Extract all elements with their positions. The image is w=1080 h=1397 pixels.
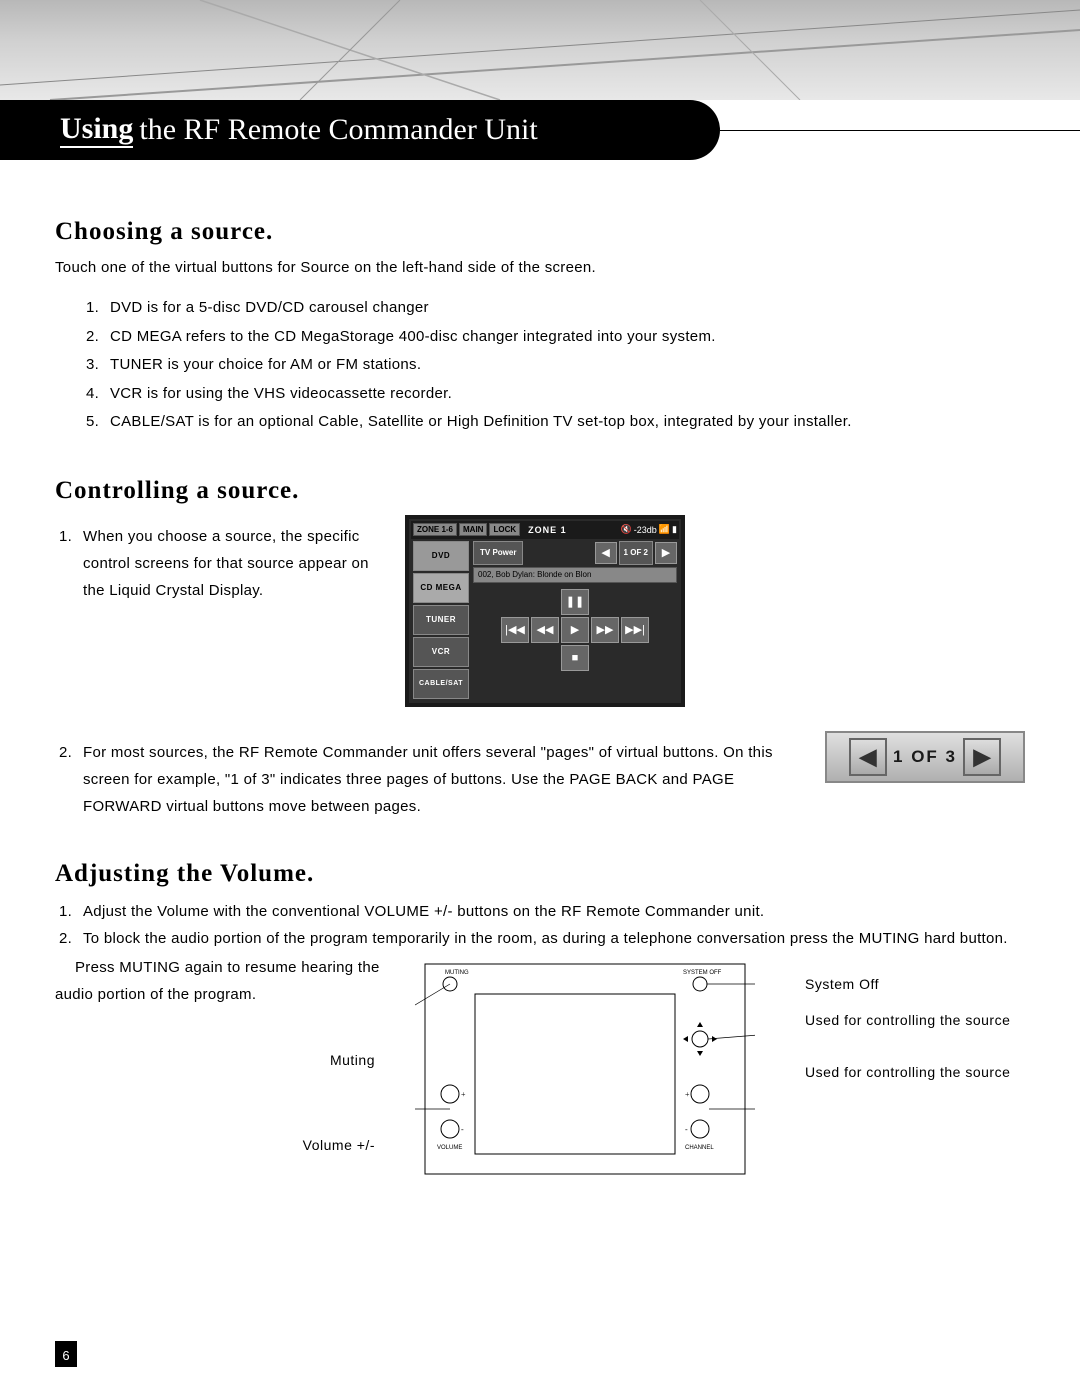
rewind-icon[interactable]: ◀◀ <box>531 617 559 643</box>
small-label-systemoff: SYSTEM OFF <box>683 970 722 976</box>
skip-back-icon[interactable]: |◀◀ <box>501 617 529 643</box>
page-forward-icon[interactable]: ▶ <box>655 542 677 564</box>
title-bold: Using <box>60 112 133 148</box>
section1-heading: Choosing a source. <box>55 218 1025 246</box>
list-item: 1.DVD is for a 5-disc DVD/CD carousel ch… <box>110 294 1025 323</box>
diagram-label-systemoff: System Off <box>805 976 1025 992</box>
diagram-label-muting: Muting <box>55 1048 375 1073</box>
small-label-channel: CHANNEL <box>685 1145 714 1151</box>
lcd-page-label: 1 OF 2 <box>619 541 653 565</box>
mute-icon: 🔇 <box>621 524 632 535</box>
page-indicator-widget: ◀ 1 OF 3 ▶ <box>825 731 1025 783</box>
page-back-icon[interactable]: ◀ <box>595 542 617 564</box>
svg-text:-: - <box>685 1125 688 1134</box>
pause-icon[interactable]: ❚❚ <box>561 589 589 615</box>
title-rest: the RF Remote Commander Unit <box>139 113 537 147</box>
diagram-label-source2: Used for controlling the source <box>805 1064 1025 1080</box>
page-back-icon[interactable]: ◀ <box>849 738 887 776</box>
section3-heading: Adjusting the Volume. <box>55 860 1025 888</box>
svg-text:-: - <box>461 1125 464 1134</box>
lcd-topbar: ZONE 1-6 MAIN LOCK ZONE 1 🔇 -23db 📶 ▮ <box>411 521 679 539</box>
lcd-screenshot: ZONE 1-6 MAIN LOCK ZONE 1 🔇 -23db 📶 ▮ DV… <box>405 515 685 707</box>
play-icon[interactable]: ▶ <box>561 617 589 643</box>
fastfwd-icon[interactable]: ▶▶ <box>591 617 619 643</box>
lcd-source-column: DVD CD MEGA TUNER VCR CABLE/SAT <box>411 539 471 701</box>
section3-continuation: Press MUTING again to resume hearing the… <box>55 954 415 1189</box>
list-item: 2.To block the audio portion of the prog… <box>67 925 1025 952</box>
small-label-volume: VOLUME <box>437 1145 462 1151</box>
lcd-transport-controls: ❚❚ |◀◀ ◀◀ ▶ ▶▶ ▶▶| ■ <box>473 589 677 671</box>
page-number: 6 <box>55 1341 77 1367</box>
signal-icon: 📶 <box>659 524 670 535</box>
section1-intro: Touch one of the virtual buttons for Sou… <box>55 256 1025 280</box>
lcd-tab: MAIN <box>459 523 487 536</box>
section2-heading: Controlling a source. <box>55 477 1025 505</box>
lcd-source-cablesat[interactable]: CABLE/SAT <box>413 669 469 699</box>
battery-icon: ▮ <box>672 524 677 535</box>
lcd-source-tuner[interactable]: TUNER <box>413 605 469 635</box>
svg-text:+: + <box>685 1090 690 1099</box>
list-item: 5.CABLE/SAT is for an optional Cable, Sa… <box>110 408 1025 437</box>
page-title-pill: Using the RF Remote Commander Unit <box>0 100 720 160</box>
page-label: 1 OF 3 <box>893 747 957 767</box>
diagram-label-source1: Used for controlling the source <box>805 1012 1025 1028</box>
lcd-tab: ZONE 1-6 <box>413 523 457 536</box>
lcd-tvpower-button[interactable]: TV Power <box>473 541 523 565</box>
lcd-status: 🔇 -23db 📶 ▮ <box>621 524 677 535</box>
list-item: 1.When you choose a source, the specific… <box>67 523 385 604</box>
list-item: 3.TUNER is your choice for AM or FM stat… <box>110 351 1025 380</box>
remote-diagram: MUTING SYSTEM OFF + - VOLUME + - CHANNEL <box>415 954 755 1184</box>
list-item: 2.CD MEGA refers to the CD MegaStorage 4… <box>110 323 1025 352</box>
page-forward-icon[interactable]: ▶ <box>963 738 1001 776</box>
lcd-track-info: 002, Bob Dylan: Blonde on Blon <box>473 567 677 583</box>
list-item: 1.Adjust the Volume with the conventiona… <box>67 898 1025 925</box>
lcd-tab: LOCK <box>489 523 520 536</box>
list-item: 4.VCR is for using the VHS videocassette… <box>110 380 1025 409</box>
stop-icon[interactable]: ■ <box>561 645 589 671</box>
diagram-label-volume: Volume +/- <box>55 1133 375 1158</box>
header-banner <box>0 0 1080 100</box>
lcd-source-dvd[interactable]: DVD <box>413 541 469 571</box>
title-rule <box>720 130 1080 131</box>
skip-fwd-icon[interactable]: ▶▶| <box>621 617 649 643</box>
small-label-muting: MUTING <box>445 970 469 976</box>
svg-text:+: + <box>461 1090 466 1099</box>
section1-list: 1.DVD is for a 5-disc DVD/CD carousel ch… <box>110 294 1025 437</box>
lcd-zone-label: ZONE 1 <box>528 525 567 535</box>
lcd-source-vcr[interactable]: VCR <box>413 637 469 667</box>
list-item: 2.For most sources, the RF Remote Comman… <box>67 739 809 820</box>
lcd-source-cdmega[interactable]: CD MEGA <box>413 573 469 603</box>
